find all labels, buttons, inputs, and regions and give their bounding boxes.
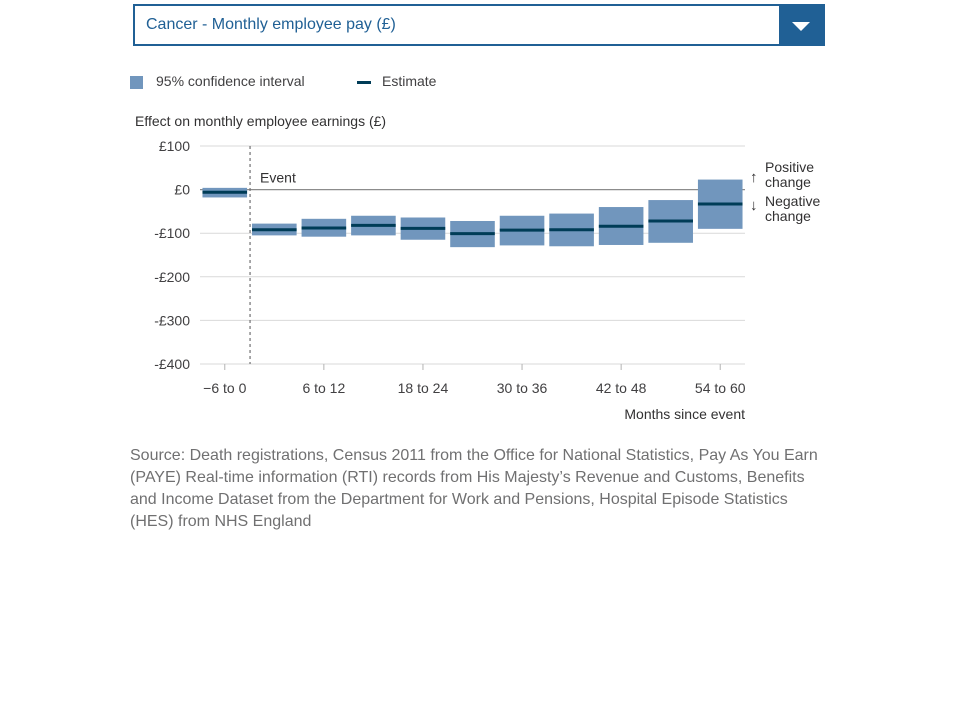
x-axis: −6 to 0 6 to 12 18 to 24 30 to 36 42 to 48 54… <box>203 364 746 396</box>
chevron-down-icon[interactable] <box>779 6 823 44</box>
estimate-swatch <box>357 81 371 84</box>
chart: Effect on monthly employee earnings (£) … <box>135 113 820 422</box>
source-note: Source: Death registrations, Census 2011… <box>130 447 818 530</box>
dropdown-selected-value: Cancer - Monthly employee pay (£) <box>146 16 396 33</box>
event-label: Event <box>260 170 296 186</box>
x-tick-label: 6 to 12 <box>302 380 345 396</box>
up-arrow-icon: ↑ <box>750 169 758 186</box>
negative-label-line2: change <box>765 208 811 224</box>
x-tick-label: 30 to 36 <box>497 380 548 396</box>
x-axis-label: Months since event <box>624 406 745 422</box>
measure-dropdown[interactable]: Cancer - Monthly employee pay (£) <box>133 4 825 46</box>
legend-estimate-label: Estimate <box>382 73 437 89</box>
y-tick-label: -£400 <box>154 356 190 372</box>
y-tick-label: £100 <box>159 138 190 154</box>
x-tick-label: 42 to 48 <box>596 380 647 396</box>
x-tick-label: 18 to 24 <box>398 380 449 396</box>
y-tick-label: -£100 <box>154 225 190 241</box>
y-tick-label: -£200 <box>154 269 190 285</box>
down-arrow-icon: ↓ <box>750 197 758 214</box>
positive-label-line2: change <box>765 174 811 190</box>
x-tick-label: −6 to 0 <box>203 380 246 396</box>
positive-label-line1: Positive <box>765 159 814 175</box>
y-tick-label: £0 <box>174 182 190 198</box>
ci-swatch <box>130 76 143 89</box>
legend-ci-label: 95% confidence interval <box>156 73 305 89</box>
negative-label-line1: Negative <box>765 193 820 209</box>
y-axis-label: Effect on monthly employee earnings (£) <box>135 113 386 129</box>
y-axis: £100 £0 -£100 -£200 -£300 -£400 <box>154 138 190 372</box>
y-tick-label: -£300 <box>154 312 190 328</box>
direction-annotation: ↑ Positive change ↓ Negative change <box>750 159 820 224</box>
estimates <box>202 190 743 236</box>
x-tick-label: 54 to 60 <box>695 380 746 396</box>
